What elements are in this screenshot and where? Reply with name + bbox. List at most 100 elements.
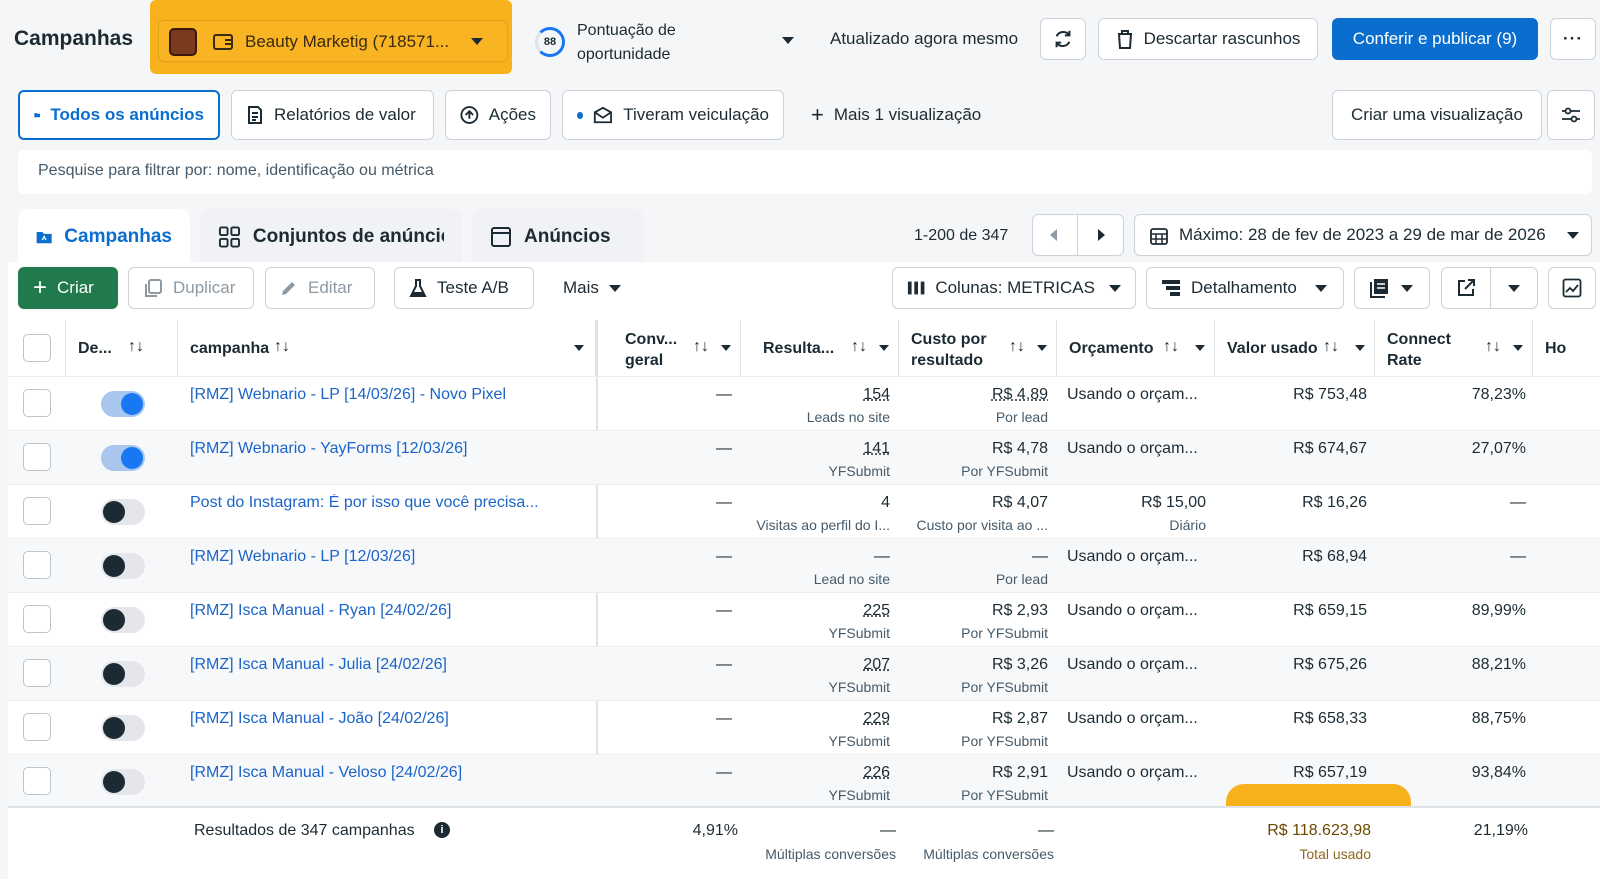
export-button[interactable] <box>1441 267 1491 309</box>
tab-ad-sets[interactable]: Conjuntos de anúncios <box>200 209 462 265</box>
sort-icon[interactable]: ↑↓ <box>128 338 144 355</box>
chevron-down-icon[interactable] <box>721 345 731 351</box>
opportunity-score-icon[interactable]: 88 <box>535 27 565 57</box>
header-delivery[interactable]: De... ↑↓ <box>66 320 178 376</box>
budget-value[interactable]: Usando o orçam... <box>1067 440 1198 457</box>
columns-button[interactable]: Colunas: METRICAS <box>892 267 1136 309</box>
budget-value[interactable]: Usando o orçam... <box>1067 710 1198 727</box>
results-value[interactable]: 229 <box>863 710 890 727</box>
sort-icon[interactable]: ↑↓ <box>851 338 867 355</box>
reports-button[interactable] <box>1354 267 1430 309</box>
delivery-toggle[interactable] <box>101 607 145 633</box>
next-page-button[interactable] <box>1077 214 1124 256</box>
budget-value[interactable]: Usando o orçam... <box>1067 386 1198 403</box>
results-value[interactable]: 226 <box>863 764 890 781</box>
results-value[interactable]: 225 <box>863 602 890 619</box>
tab-ads[interactable]: Anúncios <box>472 209 644 265</box>
chevron-down-icon[interactable] <box>1037 345 1047 351</box>
account-selector[interactable]: Beauty Marketig (718571... <box>158 20 508 62</box>
sort-icon[interactable]: ↑↓ <box>1009 338 1025 355</box>
prev-page-button[interactable] <box>1032 214 1078 256</box>
row-checkbox[interactable] <box>23 497 51 525</box>
delivery-toggle[interactable] <box>101 715 145 741</box>
sort-icon[interactable]: ↑↓ <box>1323 338 1339 355</box>
campaign-name-link[interactable]: Post do Instagram: É por isso que você p… <box>190 494 539 511</box>
chevron-down-icon[interactable] <box>879 345 889 351</box>
row-checkbox[interactable] <box>23 389 51 417</box>
table-row[interactable]: Post do Instagram: É por isso que você p… <box>8 484 1600 539</box>
results-value[interactable]: 141 <box>863 440 890 457</box>
delivery-toggle[interactable] <box>101 553 145 579</box>
view-delivered[interactable]: Tiveram veiculação <box>562 90 784 140</box>
delivery-toggle[interactable] <box>101 445 145 471</box>
header-campaign[interactable]: campanha ↑↓ <box>178 320 596 376</box>
row-checkbox[interactable] <box>23 443 51 471</box>
table-row[interactable]: [RMZ] Webnario - YayForms [12/03/26] — 141… <box>8 430 1600 485</box>
create-view-button[interactable]: Criar uma visualização <box>1332 90 1542 140</box>
campaign-name-link[interactable]: [RMZ] Isca Manual - Julia [24/02/26] <box>190 656 447 673</box>
duplicate-button[interactable]: Duplicar <box>128 267 254 309</box>
results-value[interactable]: 207 <box>863 656 890 673</box>
budget-value[interactable]: Usando o orçam... <box>1067 656 1198 673</box>
budget-value[interactable]: Usando o orçam... <box>1067 764 1198 781</box>
budget-value[interactable]: Usando o orçam... <box>1067 602 1198 619</box>
breakdown-button[interactable]: Detalhamento <box>1146 267 1344 309</box>
row-checkbox[interactable] <box>23 713 51 741</box>
refresh-button[interactable] <box>1040 18 1086 60</box>
chevron-down-icon[interactable] <box>1513 345 1523 351</box>
table-row[interactable]: [RMZ] Webnario - LP [14/03/26] - Novo Pi… <box>8 376 1600 431</box>
header-cost[interactable]: Custo por resultado ↑↓ <box>899 320 1057 376</box>
export-options-button[interactable] <box>1490 267 1538 309</box>
info-icon[interactable]: i <box>434 822 450 838</box>
create-button[interactable]: + Criar <box>18 267 118 309</box>
campaign-name-link[interactable]: [RMZ] Webnario - YayForms [12/03/26] <box>190 440 468 457</box>
sort-icon[interactable]: ↑↓ <box>693 338 709 355</box>
view-settings-button[interactable] <box>1547 90 1595 140</box>
search-input[interactable]: Pesquise para filtrar por: nome, identif… <box>18 150 1592 194</box>
row-checkbox[interactable] <box>23 605 51 633</box>
row-checkbox[interactable] <box>23 659 51 687</box>
chevron-down-icon[interactable] <box>1195 345 1205 351</box>
view-all-ads[interactable]: Todos os anúncios <box>18 90 220 140</box>
delivery-toggle[interactable] <box>101 499 145 525</box>
campaign-name-link[interactable]: [RMZ] Isca Manual - Veloso [24/02/26] <box>190 764 463 781</box>
row-checkbox[interactable] <box>23 767 51 795</box>
score-chevron-down-icon[interactable] <box>782 37 794 44</box>
table-row[interactable]: [RMZ] Isca Manual - Ryan [24/02/26] — 225 Y… <box>8 592 1600 647</box>
campaign-name-link[interactable]: [RMZ] Webnario - LP [12/03/26] <box>190 548 416 565</box>
campaign-name-link[interactable]: [RMZ] Isca Manual - João [24/02/26] <box>190 710 449 727</box>
campaign-name-link[interactable]: [RMZ] Isca Manual - Ryan [24/02/26] <box>190 602 452 619</box>
sort-icon[interactable]: ↑↓ <box>1163 338 1179 355</box>
table-row[interactable]: [RMZ] Isca Manual - João [24/02/26] — 229 Y… <box>8 700 1600 755</box>
more-views-button[interactable]: + Mais 1 visualização <box>796 90 992 140</box>
date-range-picker[interactable]: Máximo: 28 de fev de 2023 a 29 de mar de… <box>1134 214 1592 256</box>
header-connect-rate[interactable]: Connect Rate ↑↓ <box>1375 320 1533 376</box>
row-checkbox[interactable] <box>23 551 51 579</box>
edit-button[interactable]: Editar <box>265 267 375 309</box>
header-results[interactable]: Resulta... ↑↓ <box>741 320 899 376</box>
header-conv-geral[interactable]: Conv... geral ↑↓ <box>613 320 741 376</box>
chevron-down-icon[interactable] <box>574 345 584 351</box>
table-row[interactable]: [RMZ] Webnario - LP [12/03/26] — — Lead no … <box>8 538 1600 593</box>
opportunity-score-label[interactable]: Pontuação de oportunidade <box>577 22 676 63</box>
review-publish-button[interactable]: Conferir e publicar (9) <box>1332 18 1538 60</box>
view-value-reports[interactable]: Relatórios de valor <box>231 90 434 140</box>
results-value[interactable]: 4 <box>881 494 890 511</box>
sort-icon[interactable]: ↑↓ <box>1485 338 1501 355</box>
header-budget[interactable]: Orçamento ↑↓ <box>1057 320 1215 376</box>
header-spent[interactable]: Valor usado ↑↓ <box>1215 320 1375 376</box>
tab-campaigns[interactable]: Campanhas <box>18 209 190 265</box>
delivery-toggle[interactable] <box>101 661 145 687</box>
results-value[interactable]: 154 <box>863 386 890 403</box>
budget-value[interactable]: R$ 15,00 <box>1141 494 1206 511</box>
header-next-column[interactable]: Ho <box>1533 320 1600 376</box>
more-actions-button[interactable]: Mais <box>548 267 638 309</box>
chevron-down-icon[interactable] <box>1355 345 1365 351</box>
charts-button[interactable] <box>1548 267 1596 309</box>
table-row[interactable]: [RMZ] Isca Manual - Julia [24/02/26] — 207… <box>8 646 1600 701</box>
campaign-name-link[interactable]: [RMZ] Webnario - LP [14/03/26] - Novo Pi… <box>190 386 506 403</box>
ab-test-button[interactable]: Teste A/B <box>394 267 534 309</box>
view-actions[interactable]: Ações <box>445 90 551 140</box>
more-options-button[interactable]: ··· <box>1550 18 1596 60</box>
discard-drafts-button[interactable]: Descartar rascunhos <box>1098 18 1318 60</box>
